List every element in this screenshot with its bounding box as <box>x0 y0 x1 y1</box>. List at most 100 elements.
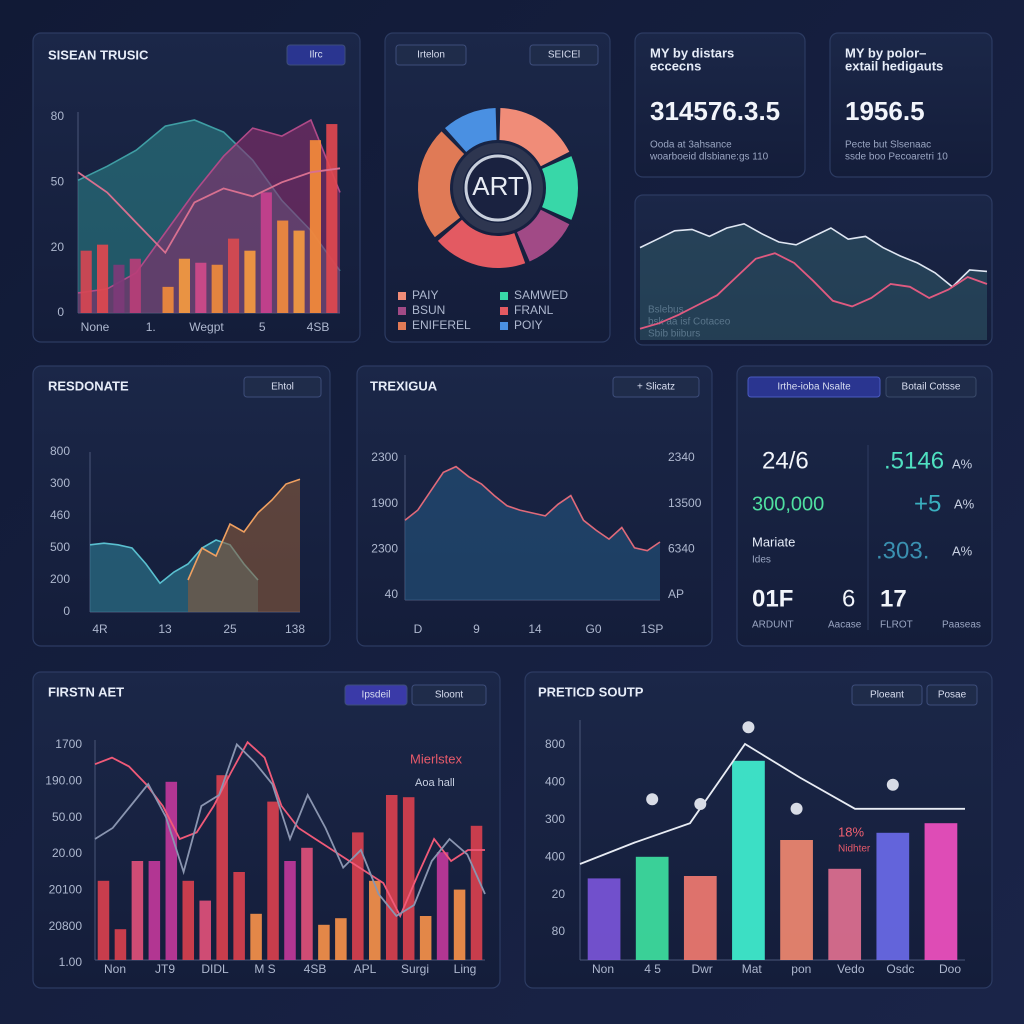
x-tick-label: Doo <box>939 962 961 976</box>
kpi-title: MY by distars <box>650 45 734 60</box>
y-tick-label: 50.00 <box>52 810 82 824</box>
bar <box>876 832 910 960</box>
button-label[interactable]: Sloont <box>435 690 464 701</box>
button-label[interactable]: Ipsdeil <box>362 690 391 701</box>
x-tick-label: 4SB <box>304 962 327 976</box>
kpi-title: eccecns <box>650 58 701 73</box>
x-tick-label: 4R <box>92 622 108 636</box>
y-tick-label: 1700 <box>55 737 82 751</box>
y-tick-label: 200 <box>50 572 70 586</box>
bar <box>131 861 144 960</box>
button[interactable] <box>395 44 467 66</box>
kpi-sub: Pecte but Slsenaac <box>845 140 931 151</box>
bar <box>326 124 338 313</box>
legend-swatch <box>500 307 508 315</box>
stat: A% <box>952 456 973 471</box>
x-tick-label: D <box>414 622 423 636</box>
button[interactable] <box>885 376 977 398</box>
button-label[interactable]: Botail Cotsse <box>902 382 961 393</box>
stat: 01F <box>752 585 793 612</box>
button-label[interactable]: Irthe-ioba Nsalte <box>777 382 851 393</box>
button-label[interactable]: Ehtol <box>271 382 294 393</box>
legend-label: FRANL <box>514 303 554 317</box>
stat: .5146 <box>884 447 944 474</box>
bar <box>369 880 381 960</box>
line <box>77 167 341 255</box>
x-tick-label: 4 5 <box>644 962 661 976</box>
donut-segment <box>499 108 570 167</box>
stat: A% <box>954 496 975 511</box>
line <box>94 740 485 919</box>
bar <box>216 775 228 960</box>
button-label[interactable]: Posae <box>938 690 967 701</box>
x-tick-label: G0 <box>585 622 601 636</box>
button[interactable] <box>344 684 408 706</box>
y-tick-label: 20.00 <box>52 846 82 860</box>
bar <box>97 880 110 960</box>
dot <box>646 793 659 806</box>
y-tick-label: 460 <box>50 508 70 522</box>
bar <box>301 847 313 960</box>
button[interactable] <box>612 376 700 398</box>
donut-segment <box>542 156 579 220</box>
dot <box>886 778 899 791</box>
bar <box>293 230 305 313</box>
button-label[interactable]: Ilrc <box>309 50 322 61</box>
stat: ARDUNT <box>752 620 794 631</box>
annotation: Aoa hall <box>415 777 455 789</box>
bar <box>309 140 322 313</box>
x-tick-label: 138 <box>285 622 305 636</box>
button-label[interactable]: Irtelon <box>417 50 445 61</box>
bar <box>211 264 223 313</box>
legend-swatch <box>500 322 508 330</box>
bar <box>385 795 398 960</box>
ring <box>464 154 532 222</box>
y-tick-label: 800 <box>50 444 70 458</box>
legend-swatch <box>500 292 508 300</box>
bar <box>284 861 296 960</box>
stat: 300,000 <box>752 493 824 515</box>
kpi-title: MY by polor– <box>845 45 926 60</box>
area <box>405 466 660 600</box>
button[interactable] <box>286 44 346 66</box>
y2-tick-label: 6340 <box>668 542 695 556</box>
button-label[interactable]: + Slicatz <box>637 382 675 393</box>
y-tick-label: 1900 <box>371 496 398 510</box>
bar <box>267 801 279 960</box>
kpi-sub: ssde boo Pecoaretri 10 <box>845 152 948 163</box>
button[interactable] <box>926 684 978 706</box>
button[interactable] <box>243 376 322 398</box>
bar <box>635 856 669 960</box>
donut-segment <box>445 108 497 153</box>
bar <box>436 852 449 960</box>
bar <box>683 876 717 960</box>
button-label[interactable]: Ploeant <box>870 690 904 701</box>
chart-title: SISEAN TRUSIC <box>48 47 149 62</box>
legend-label: BSUN <box>412 303 445 317</box>
y2-tick-label: 2340 <box>668 450 695 464</box>
button-label[interactable]: SEICEl <box>548 50 580 61</box>
bar <box>250 913 262 960</box>
dot <box>790 802 803 815</box>
y-tick-label: 400 <box>545 775 565 789</box>
x-tick-label: Vedo <box>837 962 865 976</box>
legend-swatch <box>398 307 406 315</box>
x-tick-label: None <box>81 320 110 334</box>
button[interactable] <box>851 684 923 706</box>
bar <box>129 258 141 313</box>
annotation: Mierlstex <box>410 751 463 766</box>
donut-segment <box>437 219 526 268</box>
y-tick-label: 190.00 <box>45 774 82 788</box>
button[interactable] <box>747 376 881 398</box>
line <box>639 252 988 330</box>
area <box>188 479 300 612</box>
chart-title: RESDONATE <box>48 378 129 393</box>
annotation: 18% <box>838 824 864 839</box>
legend-label: ENIFEREL <box>412 318 471 332</box>
y-tick-label: 2300 <box>371 450 398 464</box>
button[interactable] <box>411 684 487 706</box>
y-tick-label: 0 <box>63 604 70 618</box>
y-tick-label: 500 <box>50 540 70 554</box>
kpi-sub: woarboeid dlsbiane:gs 110 <box>649 152 769 163</box>
button[interactable] <box>529 44 599 66</box>
